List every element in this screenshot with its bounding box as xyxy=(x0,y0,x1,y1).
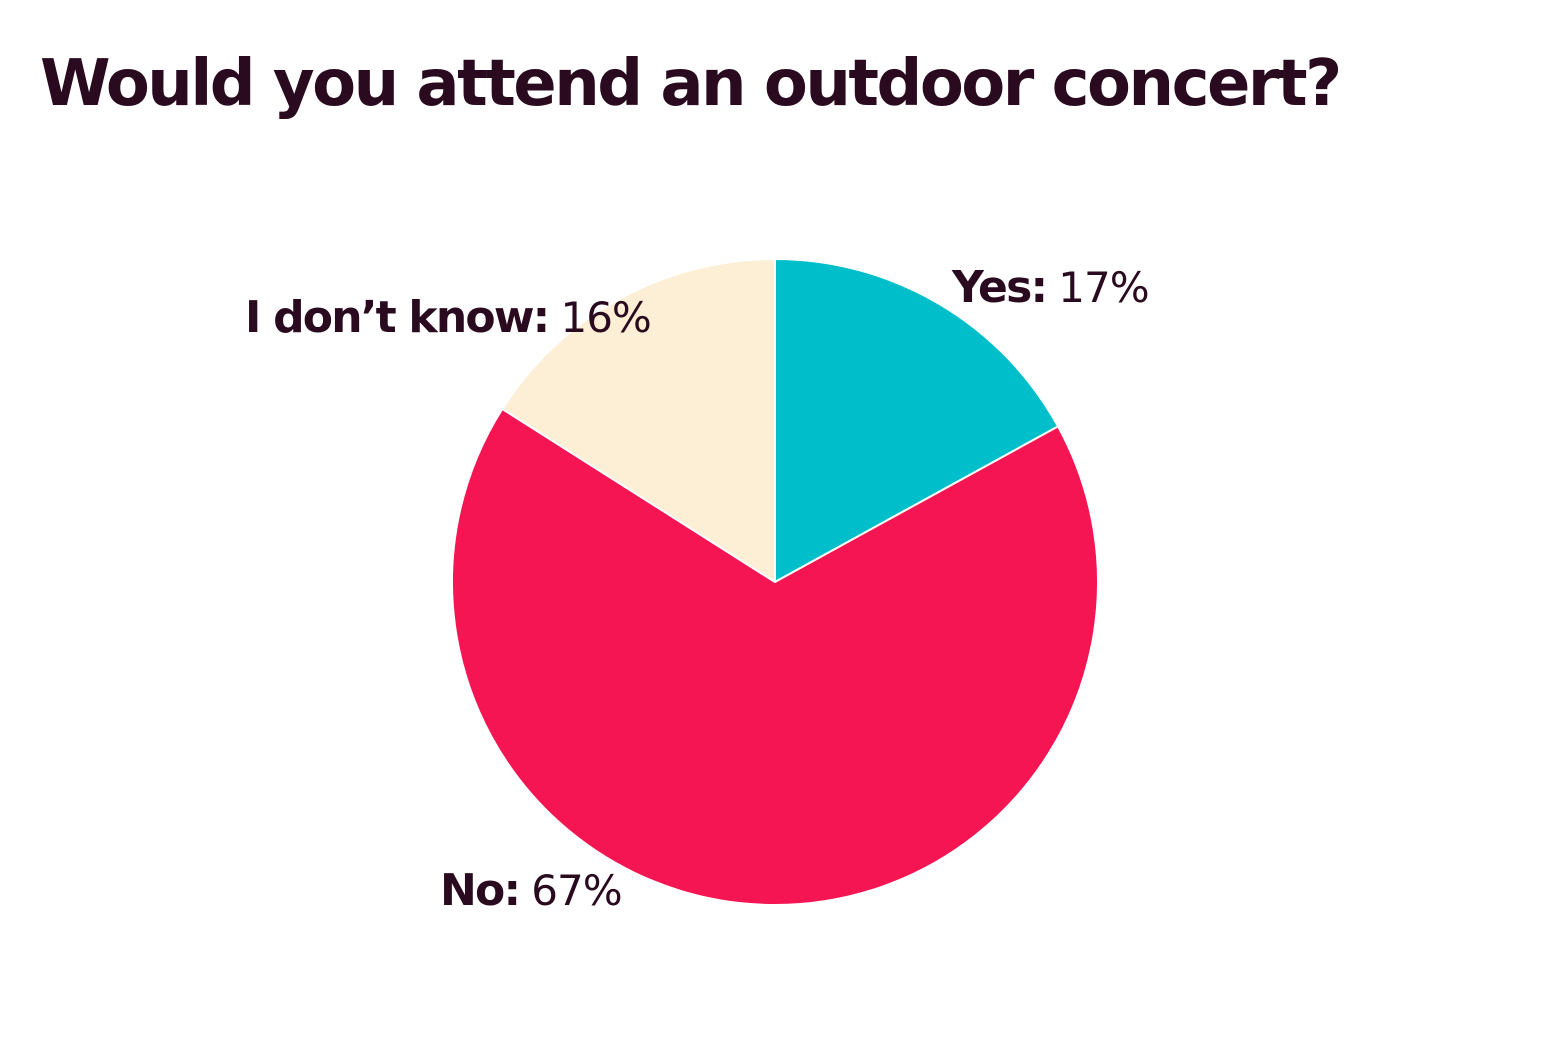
slice-value-text: 67% xyxy=(531,866,621,915)
slice-value-text: 17% xyxy=(1058,263,1148,312)
pie-slice-yes xyxy=(774,258,1060,583)
slice-value-text: 16% xyxy=(560,293,650,342)
chart-title: Would you attend an outdoor concert? xyxy=(40,47,1342,121)
pie-slice-no xyxy=(451,407,1099,906)
slice-label-i-don-t-know: I don’t know: 16% xyxy=(245,292,651,343)
slice-label-text: I don’t know: xyxy=(245,292,548,343)
slice-label-text: Yes: xyxy=(951,262,1046,313)
slice-label-no: No: 67% xyxy=(440,865,622,916)
pie-slices xyxy=(451,258,1099,906)
slice-label-text: No: xyxy=(440,865,519,916)
pie-labels: Yes: 17% No: 67% I don’t know: 16% xyxy=(245,262,1150,916)
pie-slice-i-don-t-know xyxy=(501,258,776,583)
slice-label-yes: Yes: 17% xyxy=(951,262,1149,313)
